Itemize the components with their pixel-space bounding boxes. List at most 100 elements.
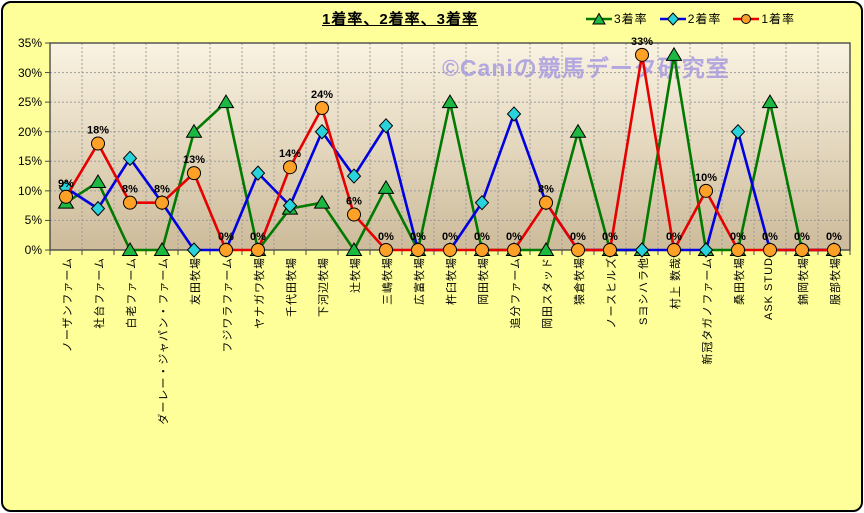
watermark: ©Caniの競馬データ研究室 <box>442 55 730 81</box>
legend-label-2nd: 2着率 <box>687 12 722 26</box>
data-label: 0% <box>378 231 394 243</box>
data-label: 8% <box>154 184 170 196</box>
x-axis-label: 辻牧場 <box>350 257 362 293</box>
circle-marker <box>315 101 329 116</box>
data-label: 0% <box>794 231 810 243</box>
circle-marker <box>539 195 553 210</box>
diamond-marker <box>90 200 106 217</box>
x-axis-label: 社台ファーム <box>94 257 106 329</box>
circle-marker <box>283 160 297 175</box>
data-label: 8% <box>122 184 138 196</box>
diamond-marker <box>250 165 266 181</box>
circle-marker <box>667 243 681 257</box>
data-label: 9% <box>58 178 74 190</box>
triangle-marker <box>89 174 107 188</box>
triangle-marker <box>185 123 203 138</box>
x-axis-label: 村上 数哉 <box>670 257 682 310</box>
diamond-marker <box>378 118 394 134</box>
triangle-marker <box>217 94 235 109</box>
y-axis-label: 20% <box>17 124 42 139</box>
x-axis-label: 追分ファーム <box>510 257 522 329</box>
data-label: 8% <box>538 184 554 196</box>
circle-marker <box>699 183 713 198</box>
data-label: 0% <box>602 231 618 243</box>
triangle-marker <box>345 242 363 256</box>
circle-marker <box>795 243 809 257</box>
circle-marker <box>219 243 233 257</box>
circle-marker <box>635 47 649 62</box>
x-axis-label: フジワラファーム <box>222 257 234 353</box>
circle-marker <box>411 243 425 257</box>
diamond-marker-icon <box>659 11 686 26</box>
x-axis-label: 千代田牧場 <box>286 257 298 317</box>
legend: 3着率 2着率 1着率 <box>586 10 795 27</box>
diamond-marker <box>730 123 746 140</box>
circle-marker <box>123 195 137 210</box>
legend-item-2nd-rate: 2着率 <box>659 10 722 27</box>
circle-marker <box>507 243 521 257</box>
x-axis-label: 服部牧場 <box>830 257 842 305</box>
triangle-marker-icon <box>586 11 612 24</box>
y-axis-label: 5% <box>24 213 42 228</box>
diamond-marker <box>314 123 330 140</box>
circle-marker <box>443 243 457 257</box>
x-axis-label: ヤナガワ牧場 <box>254 257 266 329</box>
triangle-marker <box>569 123 587 138</box>
x-axis-label: 猿倉牧場 <box>574 257 586 305</box>
y-axis-label: 35% <box>17 36 42 50</box>
circle-marker <box>347 207 361 222</box>
x-axis-label: ノーザンファーム <box>62 257 74 353</box>
x-axis-label: ノースヒルズ <box>606 257 618 329</box>
y-axis-label: 0% <box>24 243 42 257</box>
data-label: 0% <box>410 231 426 243</box>
data-label: 18% <box>87 125 109 137</box>
y-axis-label: 25% <box>17 95 42 110</box>
diamond-marker <box>634 242 650 258</box>
diamond-marker <box>346 168 362 184</box>
triangle-marker <box>377 179 395 194</box>
diamond-marker <box>122 150 138 167</box>
x-axis-label: 岡田牧場 <box>478 257 490 305</box>
triangle-marker <box>761 94 779 109</box>
triangle-marker <box>313 194 331 209</box>
circle-marker <box>187 166 201 181</box>
triangle-marker <box>441 94 459 109</box>
y-axis-label: 30% <box>17 65 42 80</box>
data-label: 0% <box>250 231 266 243</box>
circle-marker <box>763 243 777 257</box>
x-axis-label: 新冠タガノファーム <box>702 257 714 365</box>
data-label: 0% <box>826 231 842 243</box>
circle-marker <box>475 243 489 257</box>
x-axis-label: 錦岡牧場 <box>798 257 810 305</box>
data-label: 33% <box>631 36 653 48</box>
x-axis-label: 岡田スタッド <box>542 257 554 329</box>
circle-marker <box>91 136 105 151</box>
legend-label-3rd: 3着率 <box>614 12 648 26</box>
data-label: 0% <box>730 231 746 243</box>
legend-label-1st: 1着率 <box>761 12 796 26</box>
data-label: 0% <box>442 231 458 243</box>
diamond-marker <box>698 242 714 258</box>
diamond-marker <box>474 194 490 211</box>
x-axis-label: 友田牧場 <box>190 257 202 305</box>
data-label: 0% <box>474 231 490 243</box>
triangle-marker <box>121 242 139 256</box>
x-axis-label: Sヨシハラ他 <box>638 257 650 326</box>
data-label: 0% <box>762 231 778 243</box>
chart-title: 1着率、2着率、3着率 <box>321 11 479 28</box>
x-axis-label: 桑田牧場 <box>734 257 746 305</box>
x-axis-label: 白老ファーム <box>126 257 138 329</box>
circle-marker <box>59 189 73 204</box>
y-axis-label: 15% <box>17 154 42 169</box>
circle-marker <box>251 243 265 257</box>
legend-item-1st-rate: 1着率 <box>733 10 795 27</box>
diamond-marker <box>506 106 522 122</box>
circle-marker-icon <box>733 13 760 24</box>
triangle-marker <box>153 242 171 256</box>
x-axis-label: 三嶋牧場 <box>382 257 394 305</box>
diamond-marker <box>186 242 202 258</box>
data-label: 24% <box>311 89 333 101</box>
diamond-marker <box>282 197 298 214</box>
